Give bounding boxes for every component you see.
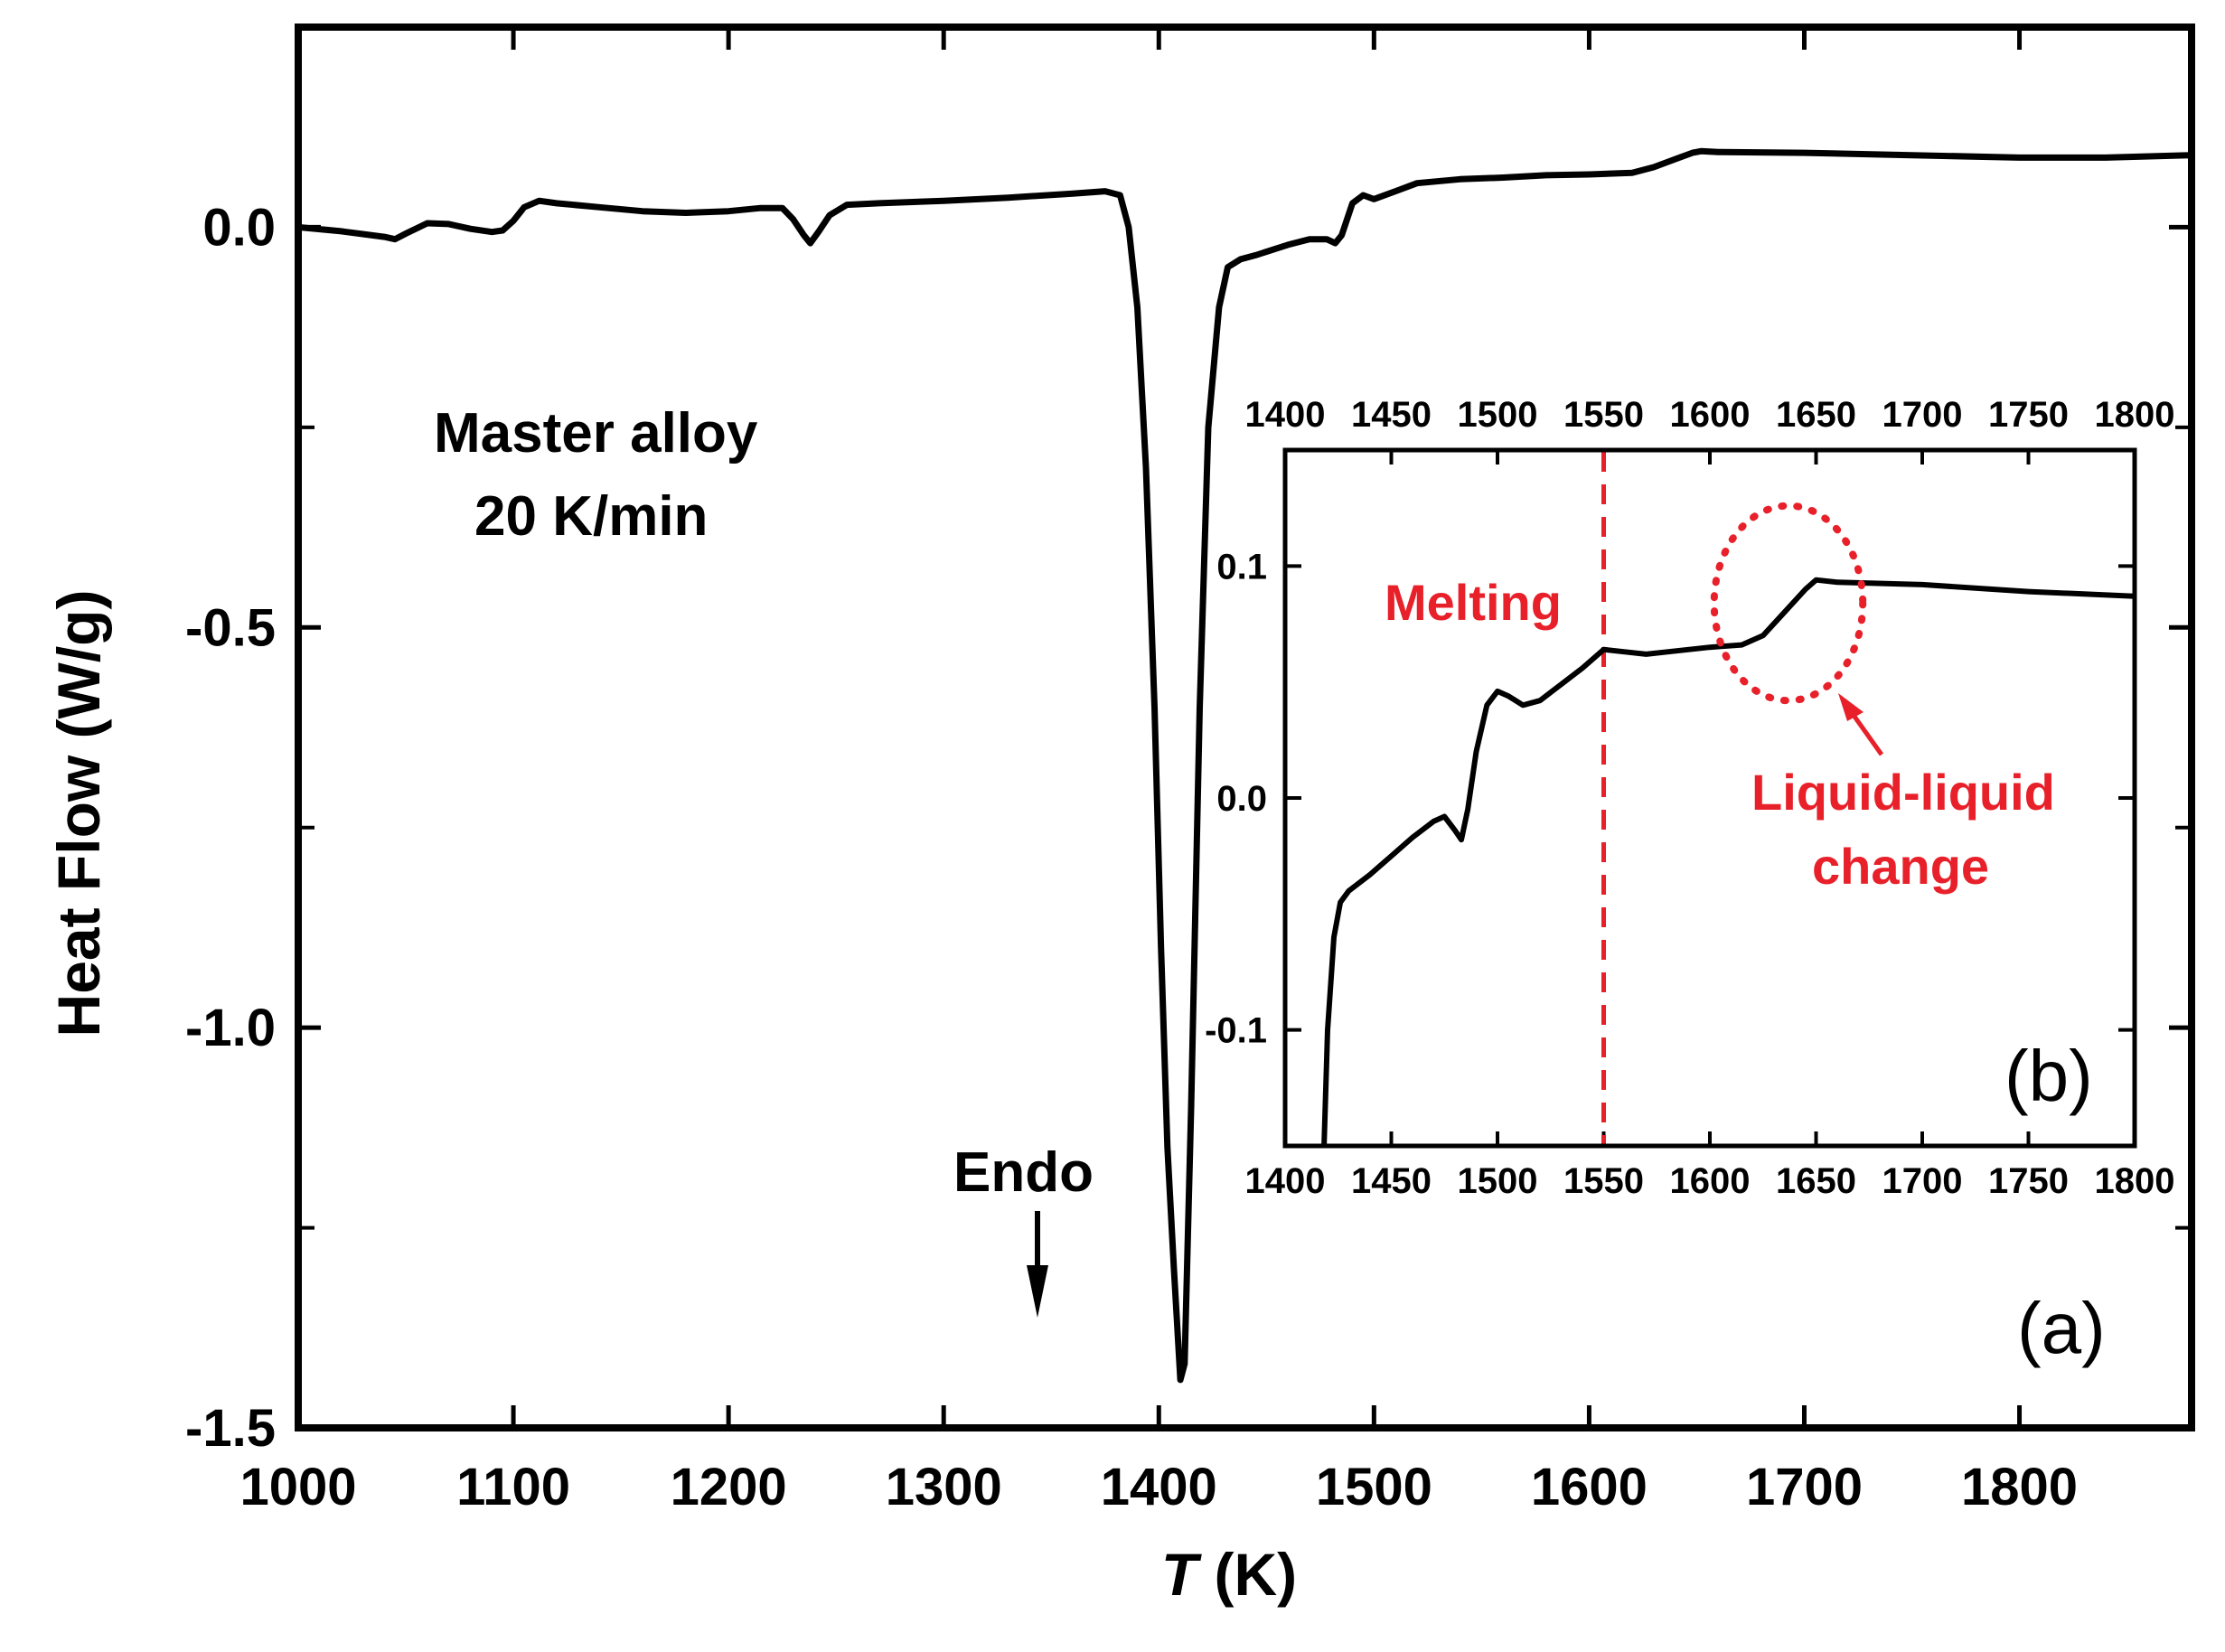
main-x-tick-label: 1400 <box>1101 1458 1217 1516</box>
main-x-tick-label: 1500 <box>1316 1458 1432 1516</box>
main-y-tick-label: -1.0 <box>185 999 276 1057</box>
x-axis-symbol: T <box>1161 1541 1202 1608</box>
inset-x-tick-label-bottom: 1550 <box>1563 1161 1644 1201</box>
inset-x-tick-label-bottom: 1650 <box>1776 1161 1856 1201</box>
main-x-ticks: 1000 1100 1200 1300 1400 1500 1600 1700 1800 <box>239 27 2078 1516</box>
endo-arrow-icon <box>1027 1211 1048 1318</box>
inset-x-tick-label-top: 1750 <box>1988 395 2069 435</box>
sample-label-line2: 20 K/min <box>474 485 708 548</box>
x-axis-unit: (K) <box>1197 1541 1297 1608</box>
main-x-tick-label: 1600 <box>1531 1458 1648 1516</box>
inset-plot-frame <box>1282 447 2137 1149</box>
main-x-tick-label: 1100 <box>456 1458 570 1516</box>
inset-y-ticks: 0.1 0.0 -0.1 <box>1205 547 2135 1051</box>
main-x-tick-label: 1300 <box>886 1458 1002 1516</box>
panel-label-b: (b) <box>2004 1036 2093 1116</box>
inset-x-tick-label-top: 1800 <box>2095 395 2175 435</box>
main-y-tick-label: 0.0 <box>202 198 276 257</box>
inset-x-tick-label-bottom: 1600 <box>1670 1161 1751 1201</box>
sample-label-line1: Master alloy <box>434 402 758 465</box>
inset-x-tick-label-top: 1650 <box>1776 395 1856 435</box>
inset-heat-flow-line <box>1321 577 2135 1146</box>
main-x-tick-label: 1800 <box>1961 1458 2078 1516</box>
main-chart: 1000 1100 1200 1300 1400 1500 1600 1700 1800 0.0… <box>45 23 2195 1608</box>
endo-label: Endo <box>953 1141 1094 1204</box>
inset-x-tick-label-top: 1600 <box>1670 395 1751 435</box>
inset-x-tick-label-top: 1450 <box>1351 395 1432 435</box>
inset-x-tick-label-top: 1550 <box>1563 395 1644 435</box>
inset-x-tick-label-bottom: 1450 <box>1351 1161 1432 1201</box>
liquid-liquid-label-line1: Liquid-liquid <box>1751 764 2055 821</box>
inset-x-ticks: 1400 1400 1450 1450 1500 1500 1550 1550 1600 1600… <box>1245 395 2175 1201</box>
inset-x-tick-label-bottom: 1400 <box>1245 1161 1326 1201</box>
main-x-tick-label: 1000 <box>239 1458 356 1516</box>
main-plot-frame <box>295 23 2195 1431</box>
inset-y-tick-label: 0.0 <box>1216 779 1267 819</box>
inset-x-tick-label-bottom: 1500 <box>1458 1161 1538 1201</box>
inset-x-tick-label-top: 1400 <box>1245 395 1326 435</box>
panel-label-a: (a) <box>2017 1288 2106 1368</box>
inset-x-tick-label-bottom: 1750 <box>1988 1161 2069 1201</box>
inset-x-tick-label-top: 1700 <box>1882 395 1963 435</box>
liquid-liquid-label-line2: change <box>1812 838 1989 895</box>
main-x-tick-label: 1700 <box>1746 1458 1863 1516</box>
inset-x-tick-label-top: 1500 <box>1458 395 1538 435</box>
inset-y-tick-label: 0.1 <box>1216 547 1267 587</box>
inset-x-tick-label-bottom: 1700 <box>1882 1161 1963 1201</box>
inset-background <box>1285 450 2135 1146</box>
main-y-axis-title: Heat Flow (W/g) <box>45 590 112 1037</box>
liquid-liquid-circle <box>1710 502 1867 705</box>
melting-label: Melting <box>1385 574 1562 631</box>
inset-chart: 1400 1400 1450 1450 1500 1500 1550 1550 1600 1600… <box>1205 395 2174 1201</box>
inset-y-tick-label: -0.1 <box>1205 1011 1267 1051</box>
inset-x-tick-label-bottom: 1800 <box>2095 1161 2175 1201</box>
main-y-tick-label: -0.5 <box>185 598 276 657</box>
main-x-axis-title: T (K) <box>1161 1541 1297 1608</box>
main-x-tick-label: 1200 <box>671 1458 787 1516</box>
main-heat-flow-line <box>295 147 2195 1384</box>
liquid-liquid-arrow-icon <box>1838 693 1884 756</box>
main-y-tick-label: -1.5 <box>185 1399 276 1458</box>
